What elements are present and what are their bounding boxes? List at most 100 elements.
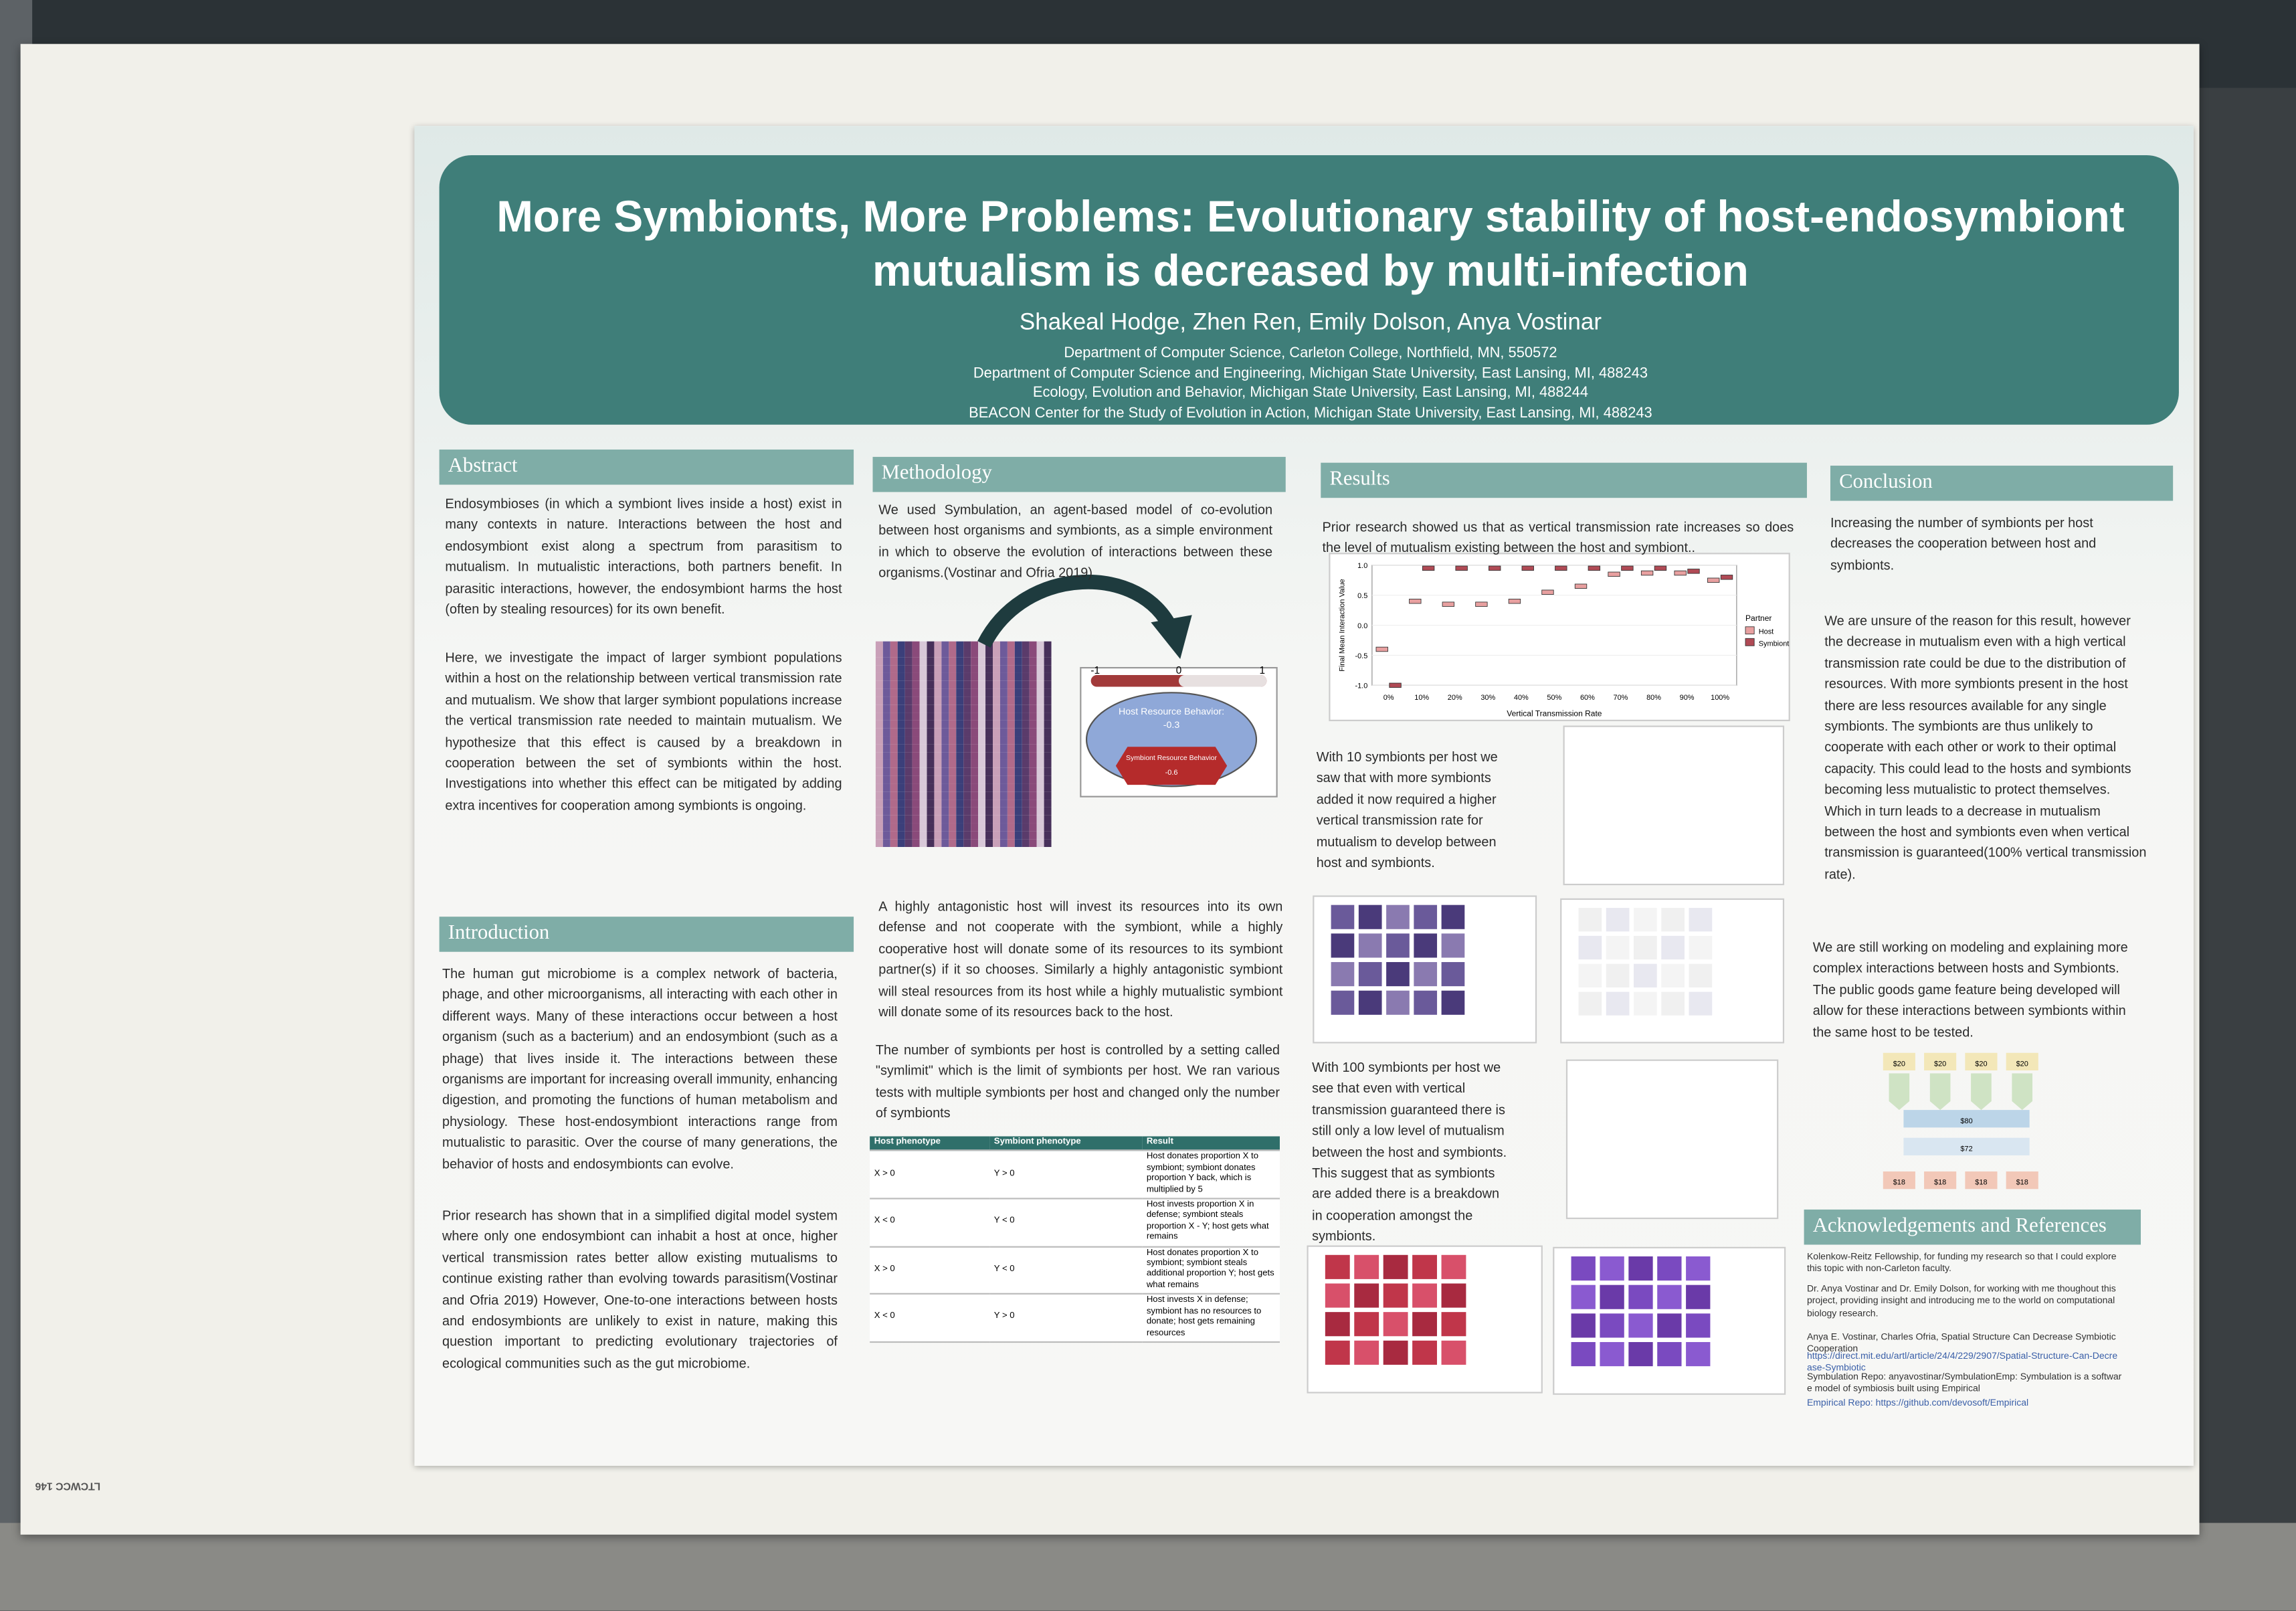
mosaic-cell: [875, 720, 883, 729]
mosaic-cell: [934, 775, 942, 784]
scale-label: -1: [1090, 665, 1100, 676]
mosaic-cell: [985, 823, 993, 832]
heatmap-tile: [1578, 991, 1602, 1016]
mosaic-cell: [1036, 752, 1044, 760]
mosaic-cell: [956, 728, 964, 737]
mosaic-cell: [934, 688, 942, 697]
mosaic-cell: [963, 759, 971, 768]
section-heading: Results: [1321, 462, 1807, 498]
mosaic-cell: [1036, 728, 1044, 737]
reference: Anya E. Vostinar, Charles Ofria, Spatial…: [1806, 1332, 2116, 1355]
heatmap-tile: [1358, 933, 1382, 958]
input-label: $20: [1893, 1060, 1905, 1068]
heatmap-tile: [1354, 1312, 1379, 1337]
mosaic-cell: [1044, 720, 1052, 729]
box: [1475, 601, 1488, 607]
mosaic-cell: [978, 665, 986, 673]
multiplied-box: [1903, 1137, 2030, 1155]
symbiont: [1115, 747, 1228, 785]
mosaic-cell: [978, 720, 986, 729]
heatmap-tile: [1412, 1340, 1437, 1365]
mosaic-cell: [934, 759, 942, 768]
mosaic-cell: [971, 736, 979, 745]
mosaic-cell: [934, 649, 942, 658]
section-heading: Methodology: [872, 456, 1286, 492]
mosaic-cell: [882, 767, 890, 776]
mosaic-cell: [1007, 791, 1015, 800]
mosaic-cell: [978, 775, 986, 784]
output-box: [2006, 1171, 2038, 1190]
mosaic-cell: [934, 680, 942, 689]
y-tick-label: 0.0: [1357, 622, 1367, 630]
paragraph: A highly antagonistic host will invest i…: [878, 898, 1283, 1020]
table-cell: X < 0: [870, 1198, 990, 1248]
mosaic-cell: [1044, 672, 1052, 681]
mosaic-cell: [1014, 752, 1022, 760]
mosaic-cell: [875, 752, 883, 760]
mosaic-cell: [956, 783, 964, 792]
mosaic-cell: [999, 807, 1008, 816]
mosaic-cell: [875, 641, 883, 650]
mosaic-cell: [999, 815, 1008, 824]
box: [1375, 646, 1388, 652]
mosaic-cell: [1044, 657, 1052, 666]
mosaic-cell: [956, 791, 964, 800]
mosaic-cell: [1007, 744, 1015, 753]
mosaic-cell: [1029, 641, 1037, 650]
mosaic-cell: [875, 807, 883, 816]
mosaic-cell: [919, 696, 927, 705]
mosaic-cell: [992, 823, 1000, 832]
heatmap-tile: [1686, 1342, 1711, 1367]
mosaic-cell: [1022, 680, 1030, 689]
heatmap-tile: [1325, 1340, 1350, 1365]
mosaic-cell: [999, 759, 1008, 768]
mosaic-cell: [904, 839, 913, 847]
mosaic-cell: [912, 696, 920, 705]
mosaic-cell: [956, 736, 964, 745]
mosaic-cell: [927, 807, 935, 816]
mosaic-cell: [912, 752, 920, 760]
mosaic-cell: [904, 736, 913, 745]
mosaic-cell: [941, 799, 949, 808]
mosaic-cell: [963, 704, 971, 713]
flow-arrow: [1929, 1073, 1951, 1111]
mosaic-cell: [1014, 791, 1022, 800]
mosaic-cell: [963, 657, 971, 666]
mosaic-cell: [882, 720, 890, 729]
mosaic-cell: [904, 775, 913, 784]
mosaic-cell: [890, 744, 898, 753]
affiliation: BEACON Center for the Study of Evolution…: [969, 405, 1652, 421]
mosaic-cell: [1007, 688, 1015, 697]
mosaic-cell: [949, 665, 957, 673]
heatmap-tile: [1414, 905, 1438, 929]
mosaic-cell: [992, 641, 1000, 650]
mosaic-cell: [949, 680, 957, 689]
mosaic-cell: [1014, 672, 1022, 681]
mosaic-cell: [1029, 752, 1037, 760]
mosaic-cell: [882, 775, 890, 784]
heatmap-tile: [1686, 1256, 1711, 1281]
heatmap-tile: [1383, 1254, 1408, 1279]
mosaic-cell: [897, 736, 905, 745]
mosaic-cell: [882, 696, 890, 705]
mosaic-cell: [978, 744, 986, 753]
mosaic-cell: [1007, 807, 1015, 816]
flow-arrow: [2012, 1073, 2033, 1111]
mosaic-cell: [985, 839, 993, 847]
mosaic-cell: [904, 807, 913, 816]
mosaic-cell: [992, 680, 1000, 689]
mosaic-cell: [1007, 799, 1015, 808]
mosaic-cell: [919, 672, 927, 681]
mosaic-cell: [919, 815, 927, 824]
section-heading: Conclusion: [1830, 466, 2174, 501]
mosaic-cell: [882, 736, 890, 745]
heatmap-tile: [1628, 1285, 1653, 1309]
mosaic-cell: [897, 839, 905, 847]
mosaic-cell: [1007, 657, 1015, 666]
heatmap-tile: [1354, 1340, 1379, 1365]
mosaic-cell: [999, 696, 1008, 705]
mosaic-cell: [992, 720, 1000, 729]
x-tick-label: 20%: [1448, 694, 1462, 702]
mosaic-cell: [934, 752, 942, 760]
